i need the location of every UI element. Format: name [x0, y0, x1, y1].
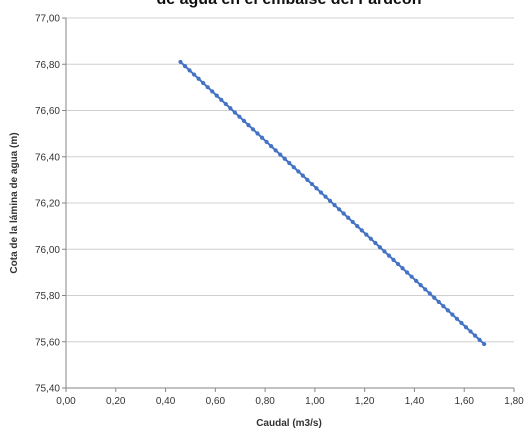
data-point — [377, 245, 382, 250]
data-point — [219, 97, 224, 102]
data-point — [332, 203, 337, 208]
y-tick-label: 77,00 — [35, 14, 60, 25]
data-point — [214, 93, 219, 98]
data-point — [223, 101, 228, 107]
data-point — [459, 320, 464, 326]
data-point — [300, 173, 305, 178]
data-point — [423, 287, 428, 292]
x-tick-label: 1,20 — [355, 396, 375, 407]
data-point — [205, 85, 210, 90]
data-point — [364, 232, 369, 237]
data-point — [472, 333, 478, 338]
x-tick-label: 0,20 — [106, 396, 126, 407]
data-point — [318, 190, 324, 195]
data-point — [400, 266, 405, 271]
y-tick-label: 76,00 — [35, 245, 60, 256]
data-point — [432, 295, 437, 300]
data-point — [182, 64, 188, 69]
data-point — [201, 80, 206, 86]
data-point — [427, 291, 432, 296]
data-point — [305, 177, 310, 182]
data-point — [373, 240, 378, 246]
data-point — [259, 135, 265, 140]
data-point — [414, 278, 419, 284]
y-tick-label: 75,40 — [35, 384, 60, 395]
x-tick-label: 0,60 — [206, 396, 226, 407]
data-point — [355, 224, 360, 229]
data-point — [468, 329, 473, 334]
data-point — [237, 114, 242, 119]
tick-layer: 75,40 75,60 75,80 76,00 76,20 76,40 76,60 76,80… — [35, 14, 524, 408]
series-layer — [178, 59, 487, 347]
y-axis-title: Cota de la lámina de agua (m) — [9, 132, 20, 273]
data-point — [359, 228, 364, 233]
axis-layer — [62, 17, 515, 392]
data-point — [191, 72, 197, 77]
data-point — [178, 59, 183, 65]
data-point — [450, 312, 455, 317]
data-point — [264, 139, 269, 145]
data-point — [454, 316, 460, 321]
data-point — [368, 236, 373, 241]
chart-title: de agua en el embalse del Fardeón — [157, 0, 422, 8]
data-point — [314, 186, 319, 191]
data-point — [477, 337, 482, 342]
data-point — [210, 89, 215, 94]
data-point — [327, 198, 333, 203]
data-point — [482, 341, 487, 347]
y-tick-label: 76,80 — [35, 60, 60, 71]
data-point — [341, 211, 346, 216]
data-point — [282, 156, 287, 161]
y-tick-label: 76,60 — [35, 106, 60, 117]
x-tick-label: 1,60 — [454, 396, 474, 407]
data-point — [287, 160, 292, 166]
grid-layer — [66, 17, 514, 343]
data-point — [418, 283, 423, 288]
data-point — [228, 106, 233, 111]
data-point — [463, 325, 469, 330]
data-point — [386, 253, 392, 258]
data-point — [196, 76, 201, 81]
data-point — [296, 169, 301, 174]
x-tick-label: 0,00 — [56, 396, 76, 407]
data-point — [441, 304, 446, 309]
data-point — [350, 219, 355, 225]
y-tick-label: 76,40 — [35, 152, 60, 163]
data-point — [346, 215, 351, 220]
x-tick-label: 1,40 — [405, 396, 425, 407]
data-point — [404, 270, 410, 275]
x-tick-label: 0,40 — [156, 396, 176, 407]
x-axis-title: Caudal (m3/s) — [256, 418, 322, 429]
x-tick-label: 1,00 — [305, 396, 325, 407]
data-point — [445, 308, 450, 313]
data-point — [337, 207, 342, 212]
data-point — [391, 257, 396, 262]
data-point — [269, 144, 274, 149]
data-point — [382, 249, 387, 254]
data-point — [246, 122, 251, 128]
x-tick-label: 0,80 — [255, 396, 275, 407]
data-point — [255, 131, 260, 136]
data-point — [309, 181, 315, 187]
data-point — [250, 127, 256, 132]
data-point — [232, 110, 237, 115]
data-point — [273, 148, 278, 153]
data-point — [291, 165, 296, 170]
data-point — [409, 274, 414, 279]
data-point — [278, 152, 283, 157]
y-tick-label: 75,60 — [35, 337, 60, 348]
data-point — [395, 261, 401, 267]
data-point — [323, 194, 328, 199]
data-point — [436, 299, 441, 305]
x-tick-label: 1,80 — [504, 396, 524, 407]
y-tick-label: 76,20 — [35, 199, 60, 210]
y-tick-label: 75,80 — [35, 291, 60, 302]
data-point — [187, 68, 192, 73]
data-point — [241, 118, 247, 123]
